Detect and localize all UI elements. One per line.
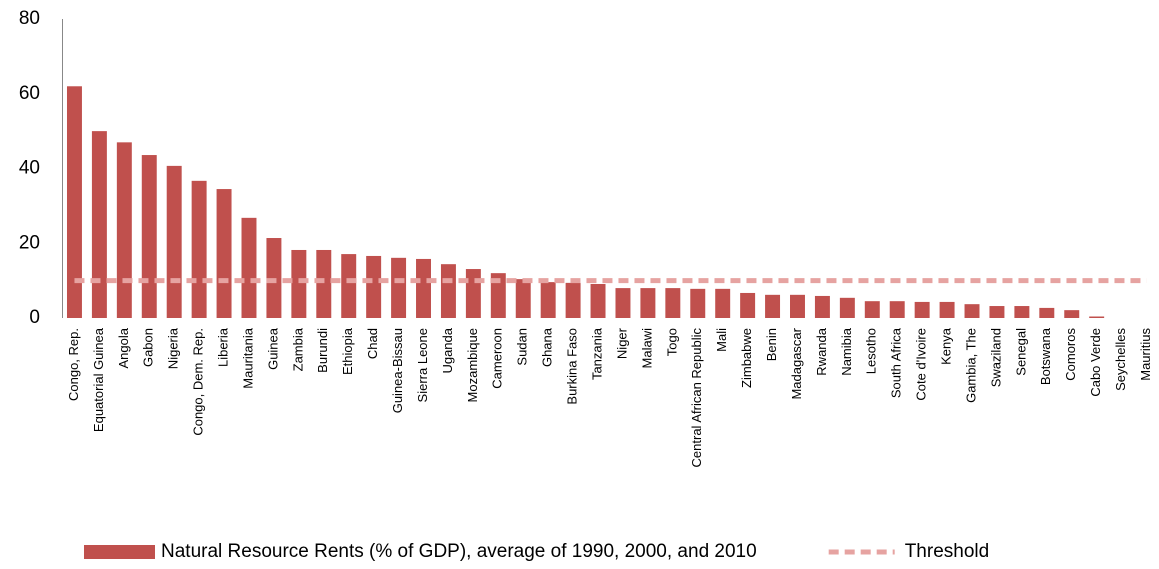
- y-tick-label: 40: [19, 158, 40, 179]
- x-tick-label: Gambia, The: [963, 328, 978, 403]
- bar: [116, 142, 132, 318]
- x-tick-label: Congo, Rep.: [66, 328, 81, 401]
- bar: [814, 295, 830, 318]
- x-tick-label: Zambia: [290, 327, 305, 371]
- x-tick-label: Namibia: [839, 327, 854, 375]
- bar: [316, 249, 332, 318]
- x-tick-label: Niger: [614, 327, 629, 359]
- bar: [1014, 306, 1030, 318]
- x-tick-label: Cabo Verde: [1088, 328, 1103, 397]
- x-tick-label: Liberia: [215, 327, 230, 367]
- x-tick-label: Rwanda: [814, 327, 829, 375]
- x-tick-label: Burkina Faso: [565, 328, 580, 405]
- bar: [515, 279, 531, 318]
- x-tick-label: Madagascar: [789, 327, 804, 399]
- x-tick-label: Mali: [714, 328, 729, 352]
- x-tick-label: Guinea-Bissau: [390, 328, 405, 413]
- bar: [91, 131, 107, 318]
- bar: [615, 288, 631, 318]
- bar: [166, 165, 182, 318]
- x-tick-label: Guinea: [265, 327, 280, 370]
- x-tick-label: Seychelles: [1113, 328, 1128, 391]
- bar: [640, 288, 656, 318]
- bar: [790, 294, 805, 318]
- y-tick-label: 20: [19, 232, 40, 253]
- bar: [416, 258, 431, 318]
- bar: [366, 255, 382, 318]
- x-tick-label: Mauritania: [240, 327, 255, 388]
- bar: [216, 189, 232, 318]
- bar: [391, 257, 407, 318]
- bar: [66, 86, 82, 319]
- bar: [914, 301, 930, 318]
- x-tick-label: Kenya: [939, 327, 954, 365]
- bar: [565, 282, 581, 318]
- bar: [540, 282, 556, 318]
- bar: [191, 180, 207, 318]
- x-tick-label: Nigeria: [166, 327, 181, 369]
- x-tick-label: Central African Republic: [689, 328, 704, 468]
- bar: [715, 288, 731, 318]
- x-tick-label: Cameroon: [490, 328, 505, 389]
- x-tick-label: Angola: [116, 327, 131, 368]
- x-tick-label: Chad: [365, 328, 380, 359]
- y-tick-label: 0: [29, 307, 40, 328]
- bar: [839, 297, 855, 318]
- bar: [740, 292, 756, 318]
- x-tick-label: Mauritius: [1138, 328, 1153, 381]
- x-tick-label: Sierra Leone: [415, 328, 430, 402]
- bar: [490, 273, 506, 318]
- x-tick-label: Tanzania: [589, 327, 604, 380]
- bar: [266, 238, 282, 318]
- bar: [964, 304, 980, 318]
- x-tick-label: Lesotho: [864, 328, 879, 374]
- legend-label: Threshold: [905, 541, 990, 562]
- x-tick-label: Equatorial Guinea: [91, 327, 106, 432]
- bar: [989, 306, 1005, 318]
- x-tick-label: Mozambique: [465, 328, 480, 402]
- x-tick-label: Cote d'Ivoire: [914, 328, 929, 401]
- x-tick-label: Benin: [764, 328, 779, 361]
- x-tick-label: Malawi: [639, 328, 654, 369]
- bar: [440, 264, 456, 318]
- bar: [590, 283, 606, 318]
- bar: [341, 254, 357, 318]
- x-tick-label: Togo: [664, 328, 679, 356]
- bar: [291, 249, 307, 318]
- x-tick-label: Ethiopia: [340, 327, 355, 375]
- legend-label: Natural Resource Rents (% of GDP), avera…: [161, 541, 757, 562]
- x-tick-label: Sudan: [515, 328, 530, 366]
- x-tick-label: Senegal: [1013, 328, 1028, 376]
- y-tick-label: 60: [19, 83, 40, 104]
- bar: [864, 301, 880, 318]
- bar: [1039, 307, 1055, 318]
- x-tick-label: Zimbabwe: [739, 328, 754, 388]
- legend-swatch: [84, 545, 155, 559]
- bar: [141, 155, 157, 318]
- x-tick-label: Botswana: [1038, 327, 1053, 385]
- x-tick-label: Congo, Dem. Rep.: [191, 328, 206, 436]
- bar: [665, 288, 681, 318]
- bar: [690, 288, 706, 318]
- bar: [241, 217, 257, 318]
- bar: [939, 301, 955, 318]
- x-tick-label: South Africa: [889, 327, 904, 398]
- bar: [1064, 310, 1080, 318]
- x-tick-label: Ghana: [540, 327, 555, 367]
- x-tick-label: Uganda: [440, 327, 455, 373]
- x-tick-label: Gabon: [141, 328, 156, 367]
- bar: [1089, 316, 1105, 318]
- x-tick-label: Swaziland: [988, 328, 1003, 387]
- x-tick-label: Burundi: [315, 328, 330, 373]
- bar: [889, 301, 905, 318]
- y-tick-label: 80: [19, 8, 40, 29]
- x-tick-label: Comoros: [1063, 328, 1078, 381]
- bar: [765, 294, 781, 318]
- bar: [465, 269, 481, 318]
